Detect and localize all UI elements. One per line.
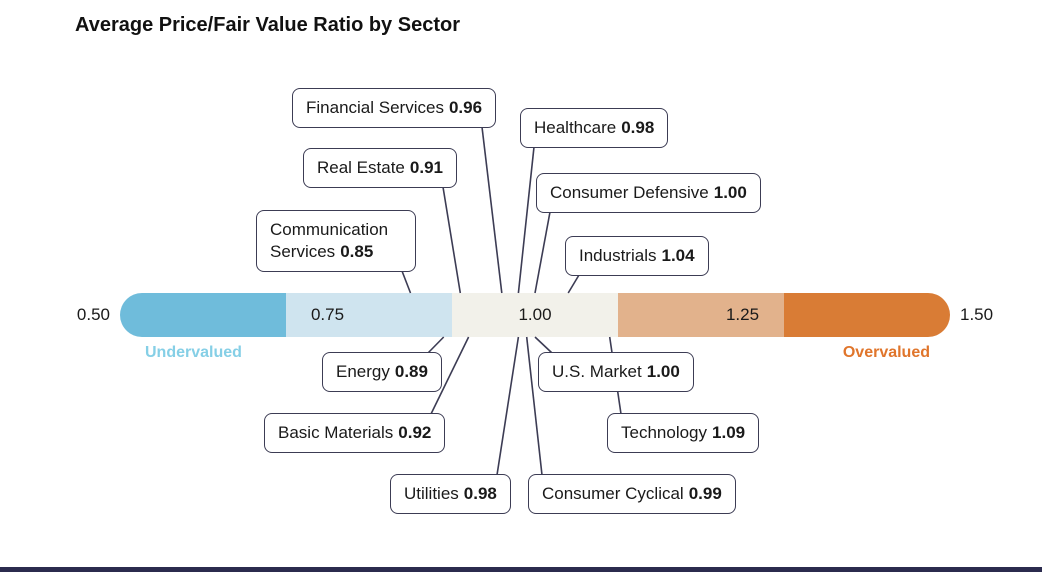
scale-segment xyxy=(286,293,453,337)
sector-value: 0.98 xyxy=(463,484,497,503)
scale-segment xyxy=(618,293,785,337)
scale-bar xyxy=(120,293,950,337)
bottom-strip xyxy=(0,567,1042,572)
chart-title: Average Price/Fair Value Ratio by Sector xyxy=(75,14,460,36)
sector-name: U.S. Market xyxy=(552,362,642,381)
sector-callout: Financial Services 0.96 xyxy=(292,88,497,128)
sector-name: Consumer Defensive xyxy=(550,183,709,202)
leader-line xyxy=(517,146,535,294)
sector-value: 0.85 xyxy=(340,242,374,261)
sector-callout: Real Estate 0.91 xyxy=(303,148,457,188)
scale-segment xyxy=(452,293,619,337)
sector-value: 1.00 xyxy=(646,362,680,381)
sector-value: 0.96 xyxy=(448,98,483,117)
leader-line xyxy=(481,126,503,294)
sector-name: Technology xyxy=(621,423,708,442)
axis-tick-label: 1.25 xyxy=(725,305,760,324)
sector-name: Real Estate xyxy=(317,158,405,177)
leader-line xyxy=(401,270,412,294)
sector-callout: Consumer Cyclical 0.99 xyxy=(528,474,736,514)
sector-value: 1.04 xyxy=(661,246,695,265)
axis-tick-label: 0.50 xyxy=(76,305,110,324)
sector-callout: Basic Materials 0.92 xyxy=(264,413,446,453)
sector-name: Communication Services xyxy=(270,220,389,261)
sector-callout: U.S. Market 1.00 xyxy=(538,352,694,392)
leader-line xyxy=(567,274,580,294)
sector-callout: Consumer Defensive 1.00 xyxy=(536,173,761,213)
sector-name: Healthcare xyxy=(534,118,617,137)
scale-segment xyxy=(120,293,287,337)
leader-line xyxy=(496,336,520,476)
axis-tick-label: 0.75 xyxy=(310,305,345,324)
sector-name: Energy xyxy=(336,362,390,381)
sector-value: 0.99 xyxy=(688,484,722,503)
sector-callout: Industrials 1.04 xyxy=(565,236,709,276)
sector-name: Financial Services xyxy=(306,98,444,117)
leader-line xyxy=(534,211,551,294)
sector-callout: Energy 0.89 xyxy=(322,352,442,392)
sector-callout: Communication Services 0.85 xyxy=(256,210,416,272)
sector-name: Consumer Cyclical xyxy=(542,484,684,503)
sector-callout: Utilities 0.98 xyxy=(390,474,511,514)
sector-callout: Technology 1.09 xyxy=(607,413,760,453)
overvalued-label: Overvalued xyxy=(842,344,930,361)
sector-value: 0.91 xyxy=(409,158,443,177)
leader-line xyxy=(427,336,445,354)
sector-name: Utilities xyxy=(404,484,459,503)
sector-value: 0.89 xyxy=(394,362,428,381)
sector-value: 0.98 xyxy=(621,118,655,137)
sector-value: 1.00 xyxy=(713,183,747,202)
sector-value: 0.92 xyxy=(398,423,432,442)
axis-tick-label: 1.00 xyxy=(518,305,552,324)
sector-callout: Healthcare 0.98 xyxy=(520,108,669,148)
undervalued-label: Undervalued xyxy=(145,344,242,361)
leader-line xyxy=(534,336,553,354)
scale-segment xyxy=(784,293,950,337)
axis-tick-label: 1.50 xyxy=(960,305,994,324)
sector-name: Basic Materials xyxy=(278,423,394,442)
leader-line xyxy=(442,186,462,294)
sector-value: 1.09 xyxy=(712,423,746,442)
sector-name: Industrials xyxy=(579,246,657,265)
